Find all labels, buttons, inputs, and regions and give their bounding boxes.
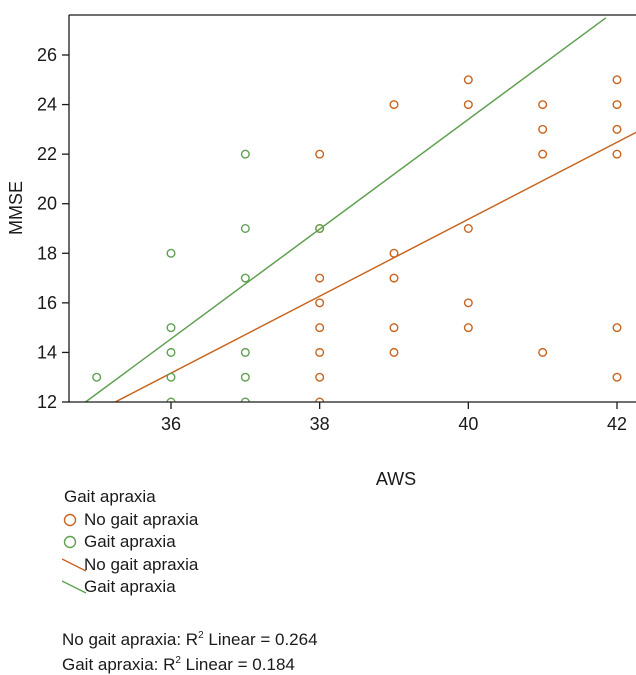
orange-circle-marker-icon xyxy=(62,509,84,531)
y-tick-label: 12 xyxy=(37,392,57,412)
fit-line-no-gait-apraxia xyxy=(114,131,636,402)
data-point-no-gait-apraxia xyxy=(612,149,622,159)
fit-note-gait-apraxia: Gait apraxia: R2 Linear = 0.184 xyxy=(62,655,295,674)
data-point-gait-apraxia xyxy=(166,347,176,357)
data-point-no-gait-apraxia xyxy=(389,323,399,333)
data-point-no-gait-apraxia xyxy=(538,100,548,110)
scatter-chart: 36 38 40 42 12 14 16 18 20 22 24 26 AWS MMSE xyxy=(6,14,636,489)
data-point-no-gait-apraxia xyxy=(463,223,473,233)
data-point-no-gait-apraxia xyxy=(612,100,622,110)
legend-label: Gait apraxia xyxy=(84,577,176,596)
x-tick-label: 38 xyxy=(310,414,330,434)
data-point-no-gait-apraxia xyxy=(612,75,622,85)
x-tick-label: 40 xyxy=(458,414,478,434)
data-point-gait-apraxia xyxy=(92,372,102,382)
data-point-no-gait-apraxia xyxy=(315,298,325,308)
y-tick-label: 14 xyxy=(37,342,57,362)
orange-fit-line-icon xyxy=(62,554,87,576)
y-tick-label: 20 xyxy=(37,194,57,214)
data-point-no-gait-apraxia xyxy=(315,149,325,159)
data-point-gait-apraxia xyxy=(166,248,176,258)
data-point-gait-apraxia xyxy=(240,347,250,357)
data-point-gait-apraxia xyxy=(166,397,176,402)
legend-label: No gait apraxia xyxy=(84,509,199,529)
data-point-no-gait-apraxia xyxy=(389,248,399,258)
y-axis-label: MMSE xyxy=(6,181,26,235)
legend-item-gait-apraxia-line: Gait apraxia xyxy=(62,576,198,599)
y-tick-label: 16 xyxy=(37,293,57,313)
green-fit-line-icon xyxy=(62,576,87,598)
data-point-gait-apraxia xyxy=(240,149,250,159)
legend-label: No gait apraxia xyxy=(84,554,199,574)
y-tick-label: 18 xyxy=(37,243,57,263)
x-axis-label: AWS xyxy=(376,469,416,489)
data-point-no-gait-apraxia xyxy=(463,323,473,333)
data-point-no-gait-apraxia xyxy=(389,100,399,110)
x-tick-label: 42 xyxy=(607,414,627,434)
data-point-no-gait-apraxia xyxy=(538,149,548,159)
data-point-no-gait-apraxia xyxy=(463,75,473,85)
data-point-no-gait-apraxia xyxy=(389,273,399,283)
data-point-no-gait-apraxia xyxy=(315,372,325,382)
data-point-gait-apraxia xyxy=(166,323,176,333)
data-point-no-gait-apraxia xyxy=(315,323,325,333)
y-tick-label: 26 xyxy=(37,45,57,65)
data-point-gait-apraxia xyxy=(166,372,176,382)
data-point-no-gait-apraxia xyxy=(315,273,325,283)
y-tick-label: 24 xyxy=(37,95,57,115)
fit-line-gait-apraxia xyxy=(85,17,607,402)
legend-title: Gait apraxia xyxy=(64,487,156,506)
data-point-gait-apraxia xyxy=(240,273,250,283)
data-point-no-gait-apraxia xyxy=(612,124,622,134)
y-tick-label: 22 xyxy=(37,144,57,164)
data-point-gait-apraxia xyxy=(315,223,325,233)
legend-label: Gait apraxia xyxy=(84,532,176,551)
green-circle-marker-icon xyxy=(62,531,84,553)
data-point-no-gait-apraxia xyxy=(389,347,399,357)
data-point-gait-apraxia xyxy=(240,372,250,382)
x-tick-label: 36 xyxy=(161,414,181,434)
legend-item-no-gait-apraxia-line: No gait apraxia xyxy=(62,554,198,577)
data-point-no-gait-apraxia xyxy=(315,397,325,402)
data-point-no-gait-apraxia xyxy=(612,372,622,382)
legend-item-no-gait-apraxia-marker: No gait apraxia xyxy=(62,509,198,532)
data-point-no-gait-apraxia xyxy=(612,323,622,333)
fit-note-no-gait-apraxia: No gait apraxia: R2 Linear = 0.264 xyxy=(62,630,318,649)
fit-notes: No gait apraxia: R2 Linear = 0.264 Gait … xyxy=(62,625,318,675)
data-point-no-gait-apraxia xyxy=(463,298,473,308)
legend-item-gait-apraxia-marker: Gait apraxia xyxy=(62,531,198,554)
data-point-no-gait-apraxia xyxy=(538,124,548,134)
legend: Gait apraxia No gait apraxia Gait apraxi… xyxy=(62,486,198,599)
data-point-gait-apraxia xyxy=(240,223,250,233)
data-point-no-gait-apraxia xyxy=(315,347,325,357)
data-point-no-gait-apraxia xyxy=(538,347,548,357)
data-point-gait-apraxia xyxy=(240,397,250,402)
data-point-no-gait-apraxia xyxy=(463,100,473,110)
